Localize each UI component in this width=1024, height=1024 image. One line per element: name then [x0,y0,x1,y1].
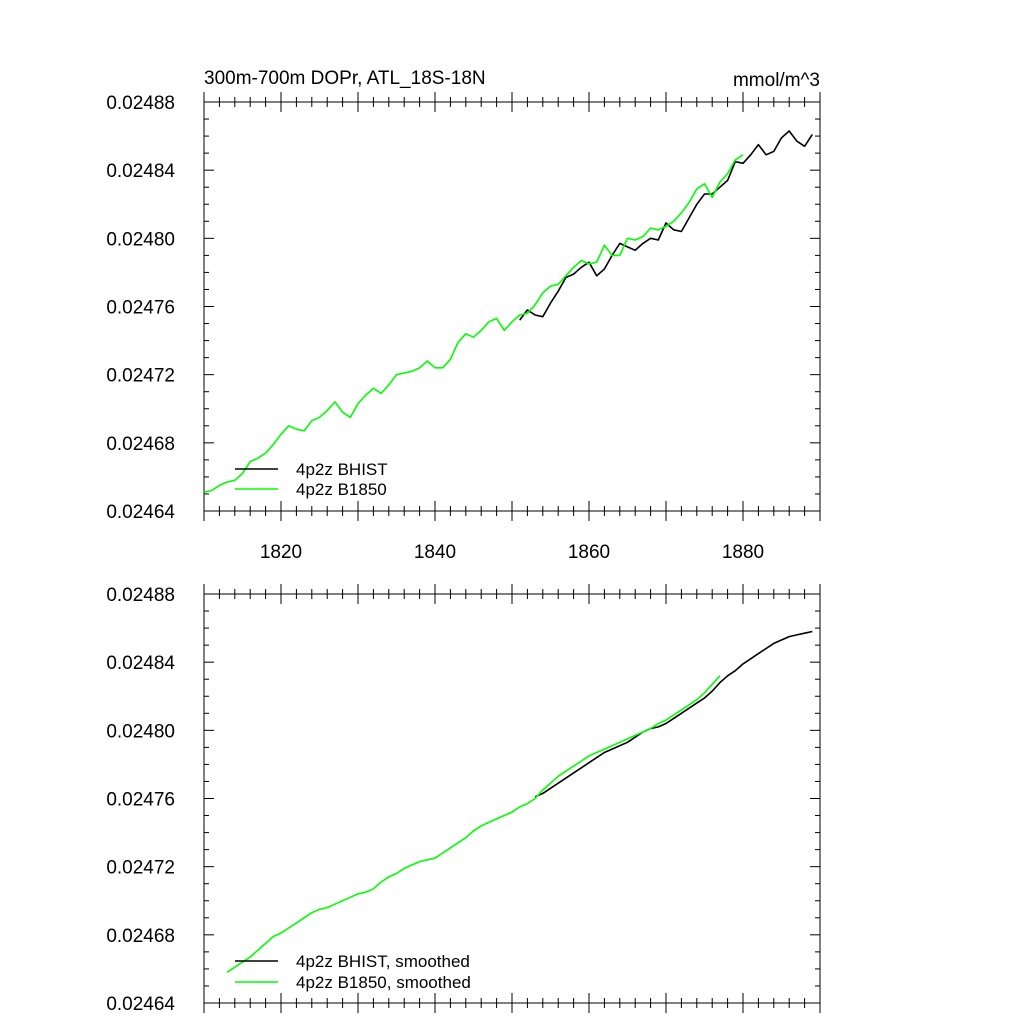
y-tick-label: 0.02484 [106,653,175,674]
x-tick-label: 1840 [414,542,456,563]
chart-title: 300m-700m DOPr, ATL_18S-18N [204,68,486,89]
x-tick-label: 1880 [722,542,764,563]
legend-label: 4p2z BHIST [296,460,388,479]
y-tick-label: 0.02484 [106,161,175,182]
y-tick-label: 0.02476 [106,298,175,319]
series-line [534,630,813,798]
y-tick-label: 0.02468 [106,926,175,947]
plot-frame [203,101,821,512]
y-tick-label: 0.02488 [106,93,175,114]
x-tick-label: 1820 [260,542,302,563]
series-line [203,154,744,494]
y-tick-label: 0.02480 [106,229,175,250]
legend-label: 4p2z BHIST, smoothed [296,952,470,971]
x-tick-label: 1860 [568,542,610,563]
top-panel: 300m-700m DOPr, ATL_18S-18N mmol/m^3 0.0… [106,68,821,563]
legend-label: 4p2z B1850, smoothed [296,973,471,992]
plot-frame [203,593,821,1004]
bottom-panel: 0.02464 0.02468 0.02472 0.02476 0.02480 0.024… [106,584,821,1015]
y-tick-label: 0.02468 [106,434,175,455]
y-tick-label: 0.02472 [106,858,175,879]
units-label: mmol/m^3 [733,70,820,91]
y-tick-label: 0.02464 [106,994,175,1015]
y-tick-label: 0.02476 [106,790,175,811]
legend-label: 4p2z B1850 [296,480,387,499]
y-tick-label: 0.02472 [106,366,175,387]
series-line [519,130,813,321]
y-tick-label: 0.02464 [106,502,175,523]
y-tick-label: 0.02488 [106,585,175,606]
series-line [226,675,721,973]
y-tick-label: 0.02480 [106,721,175,742]
